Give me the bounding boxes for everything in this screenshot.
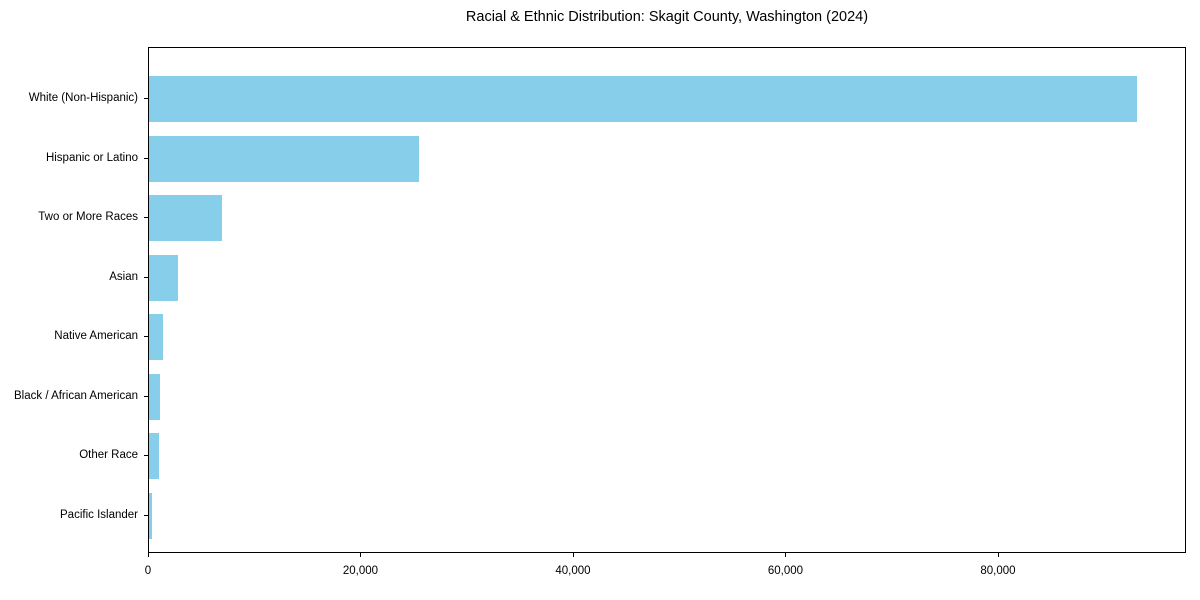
bar-two-or-more-races bbox=[149, 195, 223, 241]
x-tick-label: 40,000 bbox=[555, 565, 591, 577]
bar-native-american bbox=[149, 314, 164, 360]
chart-title: Racial & Ethnic Distribution: Skagit Cou… bbox=[465, 9, 869, 25]
bar-pacific-islander bbox=[149, 492, 152, 539]
y-tick-mark bbox=[144, 157, 148, 159]
y-tick-mark bbox=[144, 217, 148, 218]
x-tick-mark bbox=[785, 553, 787, 557]
x-tick-label: 0 bbox=[144, 565, 152, 577]
y-tick-label: Asian bbox=[109, 270, 138, 283]
y-tick-label: Hispanic or Latino bbox=[45, 151, 138, 164]
y-tick-mark bbox=[144, 336, 148, 337]
y-tick-label: Other Race bbox=[79, 449, 138, 461]
y-tick-label: White (Non-Hispanic) bbox=[28, 92, 138, 104]
y-tick-mark bbox=[144, 514, 148, 516]
y-tick-mark bbox=[144, 276, 148, 278]
bar-asian bbox=[149, 254, 178, 301]
y-tick-label: Black / African American bbox=[14, 389, 138, 402]
y-tick-label: Pacific Islander bbox=[60, 508, 138, 521]
bar-hispanic-or-latino bbox=[149, 135, 419, 182]
bar-white-non-hispanic bbox=[149, 76, 1138, 122]
bar-other-race bbox=[149, 433, 160, 479]
y-tick-label: Two or More Races bbox=[38, 211, 138, 223]
y-tick-label: Native American bbox=[54, 330, 138, 342]
plot-area bbox=[148, 47, 1186, 553]
x-tick-label: 20,000 bbox=[342, 565, 379, 577]
x-tick-label: 80,000 bbox=[980, 565, 1016, 577]
x-tick-mark bbox=[148, 553, 149, 557]
x-tick-mark bbox=[360, 553, 362, 557]
x-tick-mark bbox=[572, 553, 574, 557]
x-tick-label: 60,000 bbox=[767, 565, 804, 577]
x-tick-mark bbox=[997, 553, 999, 557]
y-tick-mark bbox=[144, 455, 148, 456]
y-tick-mark bbox=[144, 395, 148, 397]
bar-black-african-american bbox=[149, 373, 160, 420]
y-tick-mark bbox=[144, 98, 148, 99]
